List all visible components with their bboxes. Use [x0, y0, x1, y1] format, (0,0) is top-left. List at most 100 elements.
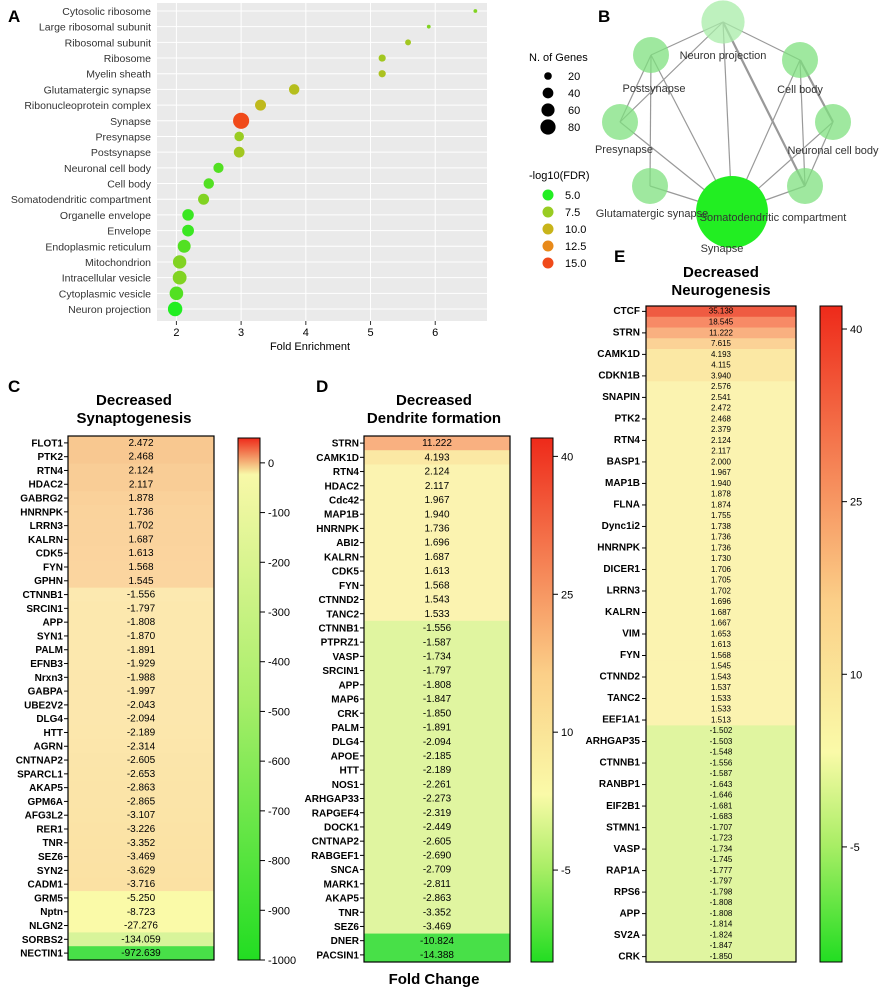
heatmap-cell	[646, 940, 796, 952]
gene-label: HTT	[44, 728, 63, 739]
heatmap-value: -14.388	[420, 950, 454, 961]
dot-point	[234, 131, 244, 142]
heatmap-value: 11.222	[422, 438, 452, 449]
heatmap-value: -1.734	[423, 651, 452, 662]
heatmap-cell	[364, 748, 510, 764]
heatmap-c-scale-ticks: 0 -100 -200 -300 -400 -500 -600 -700 -800 -900 -10…	[260, 458, 296, 967]
dot-point	[182, 224, 194, 237]
heatmap-value: -2.189	[423, 765, 452, 776]
heatmap-value: -10.824	[420, 936, 454, 947]
color-legend-dot	[542, 206, 554, 218]
heatmap-cell	[68, 725, 214, 740]
heatmap-value: -1.847	[423, 694, 452, 705]
scale-tick-label: -900	[268, 905, 290, 917]
scale-tick-label: 0	[268, 458, 274, 470]
gene-label: GPHN	[34, 576, 63, 587]
heatmap-value: -2.863	[423, 893, 452, 904]
heatmap-cell	[646, 392, 796, 404]
dot-point	[288, 84, 300, 95]
heatmap-c-frame	[67, 435, 215, 961]
heatmap-value: -972.639	[121, 948, 161, 959]
size-legend-label: 60	[568, 105, 580, 117]
heatmap-value: -1.870	[127, 631, 156, 642]
gene-label: AKAP5	[29, 783, 63, 794]
heatmap-cell	[364, 762, 510, 778]
term-label: Myelin sheath	[86, 69, 151, 81]
term-label: Synapse	[110, 116, 151, 128]
dot-plot-background	[157, 3, 487, 321]
gene-label: RABGEF1	[311, 851, 359, 862]
heatmap-value: -1.891	[127, 645, 156, 656]
heatmap-value: 1.533	[711, 694, 732, 703]
heatmap-value: -2.605	[423, 836, 452, 847]
network-edge	[649, 54, 652, 187]
heatmap-value: -1.814	[710, 920, 733, 929]
gene-label: APOE	[331, 751, 360, 762]
heatmap-value: -1.847	[710, 941, 733, 950]
heatmap-value: 1.940	[424, 509, 449, 520]
heatmap-d-colorbar	[530, 437, 554, 963]
dot-point	[172, 255, 187, 269]
heatmap-cell	[68, 436, 214, 451]
scale-tick-label: -800	[268, 856, 290, 868]
heatmap-cell	[646, 445, 796, 458]
heatmap-cell	[646, 488, 796, 501]
heatmap-cell	[646, 693, 796, 705]
gene-label: SNAPIN	[602, 392, 640, 403]
heatmap-value: 2.117	[711, 447, 731, 456]
gene-label: VASP	[614, 844, 641, 855]
heatmap-cell	[68, 753, 214, 768]
heatmap-value: 1.687	[128, 534, 153, 545]
x-tick-label: 3	[238, 327, 244, 339]
heatmap-cell	[646, 951, 796, 963]
heatmap-value: -1.734	[710, 844, 733, 853]
gene-label: CRK	[337, 709, 359, 720]
size-legend-label: 20	[568, 71, 580, 83]
heatmap-value: 1.730	[711, 554, 732, 563]
scale-tick-label: -1000	[268, 955, 296, 967]
gene-label: RAPGEF4	[312, 808, 360, 819]
heatmap-cell	[646, 564, 796, 576]
heatmap-cell	[364, 791, 510, 807]
dot-plot-x-axis-label: Fold Enrichment	[270, 341, 350, 353]
heatmap-value: -1.548	[710, 748, 733, 757]
network-edge	[799, 59, 806, 187]
heatmap-cell	[646, 714, 796, 726]
heatmap-value: 4.115	[711, 361, 731, 370]
heatmap-value: 1.543	[424, 595, 449, 606]
dot-point	[378, 54, 386, 62]
gene-label: ARHGAP33	[305, 794, 360, 805]
heatmap-value: 1.568	[424, 580, 449, 591]
heatmap-cell	[646, 499, 796, 511]
heatmap-value: -1.745	[710, 855, 733, 864]
gene-label: CTCF	[613, 306, 640, 317]
scale-tick-label: -500	[268, 706, 290, 718]
heatmap-e-scale-ticks: 40 25 10 -5	[842, 324, 862, 854]
scale-tick-label: -700	[268, 806, 290, 818]
heatmap-value: -2.709	[423, 865, 452, 876]
gene-label: PTK2	[37, 452, 63, 463]
heatmap-value: 1.613	[424, 566, 449, 577]
gene-label: RPS6	[614, 887, 641, 898]
gene-label: HNRNPK	[316, 524, 360, 535]
heatmap-cell	[646, 682, 796, 694]
heatmap-value: 1.613	[128, 548, 153, 559]
heatmap-cell	[68, 656, 214, 671]
heatmap-cell	[646, 585, 796, 597]
heatmap-cell	[646, 929, 796, 941]
gene-label: SYN1	[37, 631, 64, 642]
gene-label: APP	[338, 680, 359, 691]
heatmap-e-colorbar	[819, 305, 843, 963]
heatmap-cell	[646, 316, 796, 329]
heatmap-cell	[646, 875, 796, 888]
heatmap-cell	[68, 477, 214, 492]
heatmap-cell	[68, 711, 214, 727]
heatmap-cell	[646, 617, 796, 630]
heatmap-value: 1.533	[424, 609, 449, 620]
heatmap-cell	[646, 553, 796, 565]
heatmap-cell	[68, 808, 214, 823]
heatmap-cell	[364, 663, 510, 679]
heatmap-d-rows: 11.222 STRN 4.193 CAMK1D 2.124 RTN4 2.117 HDAC2…	[305, 436, 510, 963]
heatmap-value: 1.687	[424, 552, 449, 563]
heatmap-value: -1.502	[710, 726, 733, 735]
